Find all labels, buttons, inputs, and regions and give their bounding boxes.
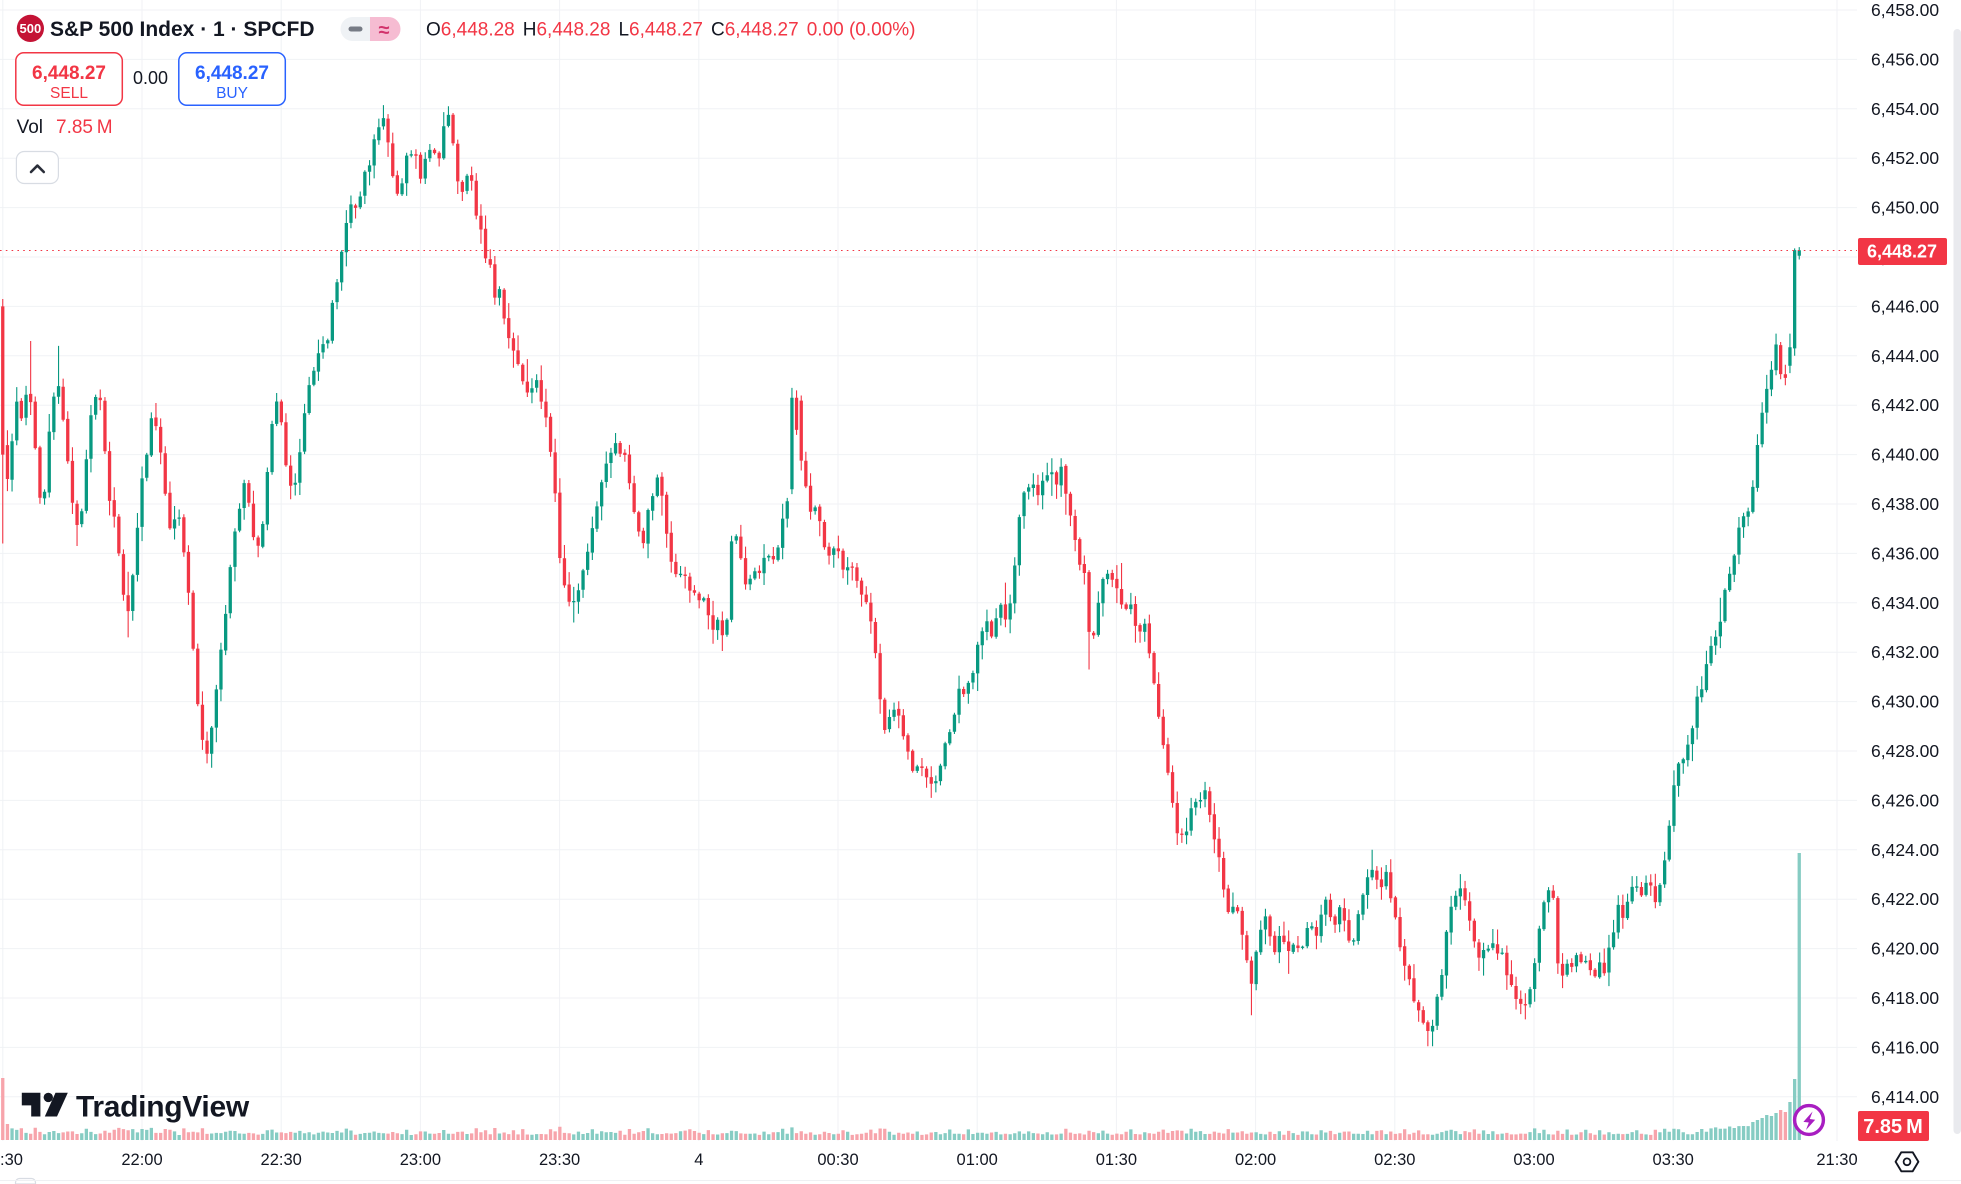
svg-text:02:30: 02:30 (1374, 1151, 1415, 1169)
svg-text:SELL: SELL (50, 85, 88, 102)
svg-text:0.00: 0.00 (133, 68, 168, 88)
svg-text:6,440.00: 6,440.00 (1871, 445, 1939, 465)
svg-text:23:30: 23:30 (539, 1151, 580, 1169)
svg-text:6,416.00: 6,416.00 (1871, 1037, 1939, 1057)
svg-text:6,446.00: 6,446.00 (1871, 296, 1939, 316)
svg-text:6,420.00: 6,420.00 (1871, 939, 1939, 959)
svg-text::30: :30 (0, 1151, 23, 1169)
svg-text:6,452.00: 6,452.00 (1871, 148, 1939, 168)
svg-text:6,418.00: 6,418.00 (1871, 988, 1939, 1008)
svg-text:6,422.00: 6,422.00 (1871, 889, 1939, 909)
svg-text:500: 500 (20, 21, 42, 36)
svg-text:23:00: 23:00 (400, 1151, 441, 1169)
svg-text:22:30: 22:30 (261, 1151, 302, 1169)
svg-text:6,458.00: 6,458.00 (1871, 0, 1939, 20)
svg-text:6,426.00: 6,426.00 (1871, 790, 1939, 810)
svg-text:01:00: 01:00 (957, 1151, 998, 1169)
svg-text:≈: ≈ (379, 20, 390, 42)
svg-text:22:00: 22:00 (121, 1151, 162, 1169)
svg-text:6,448.27: 6,448.27 (195, 63, 269, 84)
svg-text:6,428.00: 6,428.00 (1871, 741, 1939, 761)
svg-text:6,454.00: 6,454.00 (1871, 99, 1939, 119)
svg-text:6,432.00: 6,432.00 (1871, 642, 1939, 662)
svg-text:6,448.27: 6,448.27 (1867, 242, 1937, 262)
svg-text:00:30: 00:30 (817, 1151, 858, 1169)
svg-text:4: 4 (694, 1151, 703, 1169)
svg-text:7.85 M: 7.85 M (1863, 1116, 1923, 1138)
svg-text:6,430.00: 6,430.00 (1871, 692, 1939, 712)
svg-text:TradingView: TradingView (76, 1091, 250, 1124)
svg-text:21:30: 21:30 (1816, 1151, 1857, 1169)
svg-text:6,444.00: 6,444.00 (1871, 346, 1939, 366)
svg-text:6,424.00: 6,424.00 (1871, 840, 1939, 860)
svg-text:S&P 500 Index · 1 · SPCFD: S&P 500 Index · 1 · SPCFD (50, 18, 315, 41)
svg-text:03:00: 03:00 (1513, 1151, 1554, 1169)
svg-text:6,456.00: 6,456.00 (1871, 49, 1939, 69)
svg-text:7.85 M: 7.85 M (56, 117, 113, 138)
svg-text:6,436.00: 6,436.00 (1871, 543, 1939, 563)
svg-text:03:30: 03:30 (1653, 1151, 1694, 1169)
svg-text:6,434.00: 6,434.00 (1871, 593, 1939, 613)
svg-text:6,448.27: 6,448.27 (32, 63, 106, 84)
svg-text:6,450.00: 6,450.00 (1871, 198, 1939, 218)
svg-text:6,442.00: 6,442.00 (1871, 395, 1939, 415)
svg-text:01:30: 01:30 (1096, 1151, 1137, 1169)
svg-text:6,414.00: 6,414.00 (1871, 1087, 1939, 1107)
svg-text:6,438.00: 6,438.00 (1871, 494, 1939, 514)
svg-text:Vol: Vol (17, 117, 43, 138)
svg-text:02:00: 02:00 (1235, 1151, 1276, 1169)
svg-text:BUY: BUY (216, 85, 248, 102)
